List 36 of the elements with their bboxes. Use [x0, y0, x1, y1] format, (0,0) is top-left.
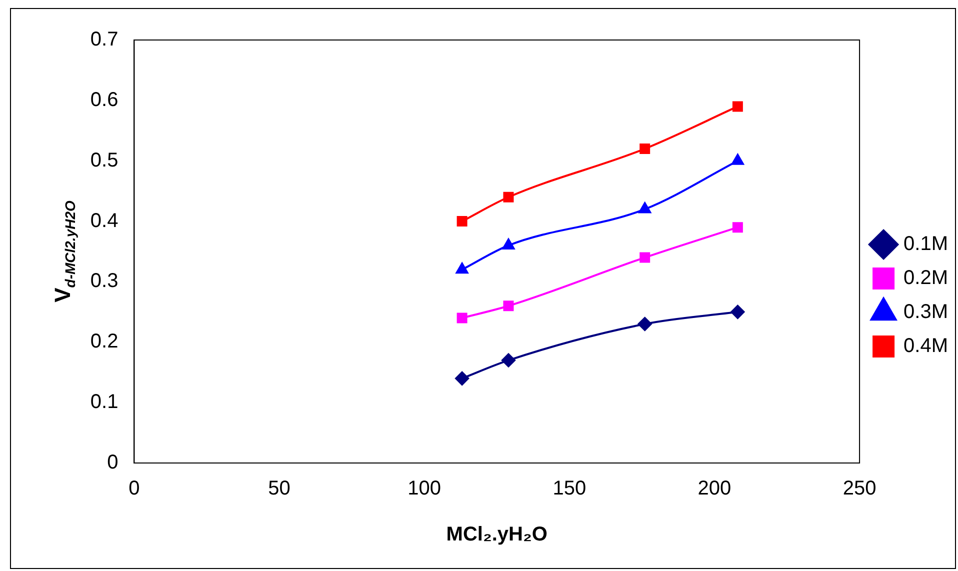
y-tick-label: 0.6: [90, 88, 118, 111]
point: [732, 222, 743, 233]
x-tick-label: 100: [408, 478, 442, 500]
point: [638, 317, 652, 332]
legend-label: 0.1M: [904, 233, 948, 256]
point: [456, 312, 468, 324]
x-tick-label: 150: [552, 478, 586, 500]
x-tick-label: 200: [698, 478, 732, 500]
y-tick-label: 0.3: [90, 270, 118, 292]
point: [456, 262, 468, 274]
point: [503, 192, 514, 202]
point: [455, 371, 470, 386]
point: [731, 154, 744, 165]
y-tick-label: 0.4: [90, 210, 118, 232]
point: [732, 101, 743, 112]
x-tick-label: 0: [128, 478, 140, 500]
y-tick-label: 0.5: [90, 149, 118, 172]
y-tick-label: 0.2: [90, 330, 118, 353]
point: [456, 216, 468, 227]
x-tick-label: 250: [842, 478, 876, 500]
y-tick-label: 0.7: [90, 28, 118, 51]
y-axis-title: Vd-MCl2.yH2O: [50, 200, 78, 302]
x-axis-title: MCl₂.yH₂O: [446, 524, 548, 546]
point: [638, 202, 652, 214]
y-tick-label: 0.1: [90, 391, 118, 414]
legend-label: 0.3M: [904, 301, 948, 324]
y-tick-label: 0: [107, 452, 118, 474]
point: [501, 353, 516, 368]
x-tick-label: 50: [268, 478, 290, 500]
point: [502, 238, 515, 250]
point: [640, 252, 650, 263]
point: [730, 304, 745, 319]
point: [640, 144, 650, 154]
legend-label: 0.2M: [904, 267, 948, 290]
point: [503, 300, 514, 312]
legend-label: 0.4M: [904, 335, 948, 358]
